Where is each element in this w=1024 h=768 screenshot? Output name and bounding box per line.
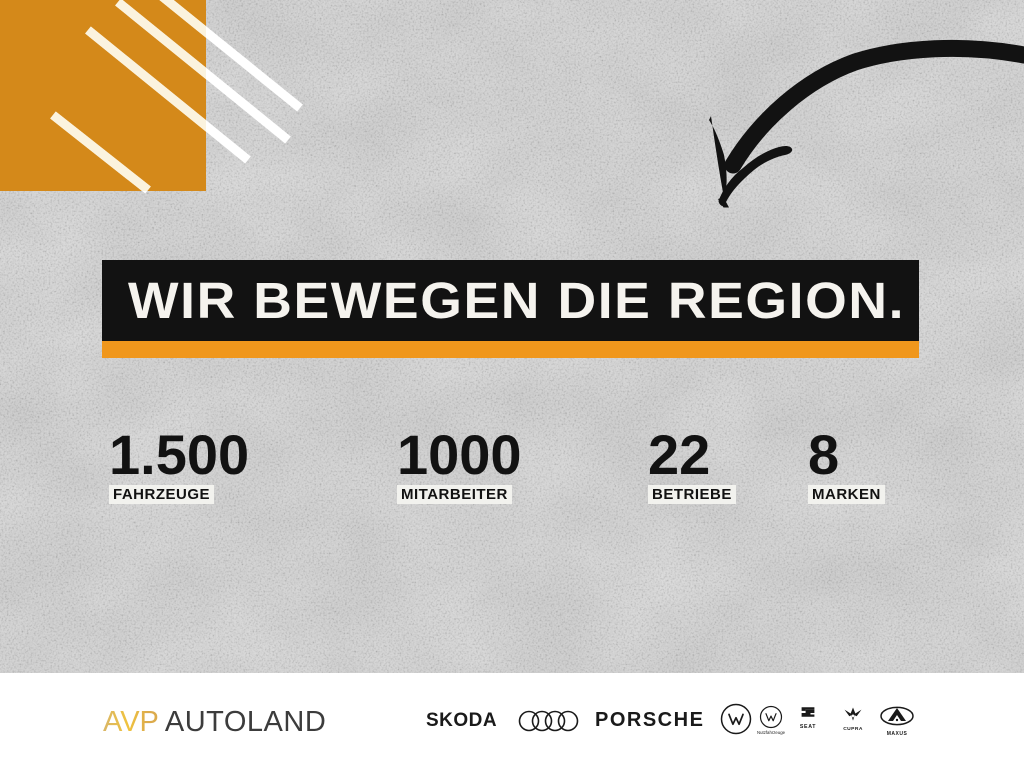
svg-text:PORSCHE: PORSCHE — [595, 709, 704, 731]
svg-text:SKODA: SKODA — [426, 710, 497, 731]
svg-text:MAXUS: MAXUS — [887, 731, 908, 737]
svg-text:SEAT: SEAT — [800, 724, 816, 730]
svg-text:CUPRA: CUPRA — [843, 726, 863, 732]
svg-text:Nutzfahrzeuge: Nutzfahrzeuge — [757, 730, 786, 735]
